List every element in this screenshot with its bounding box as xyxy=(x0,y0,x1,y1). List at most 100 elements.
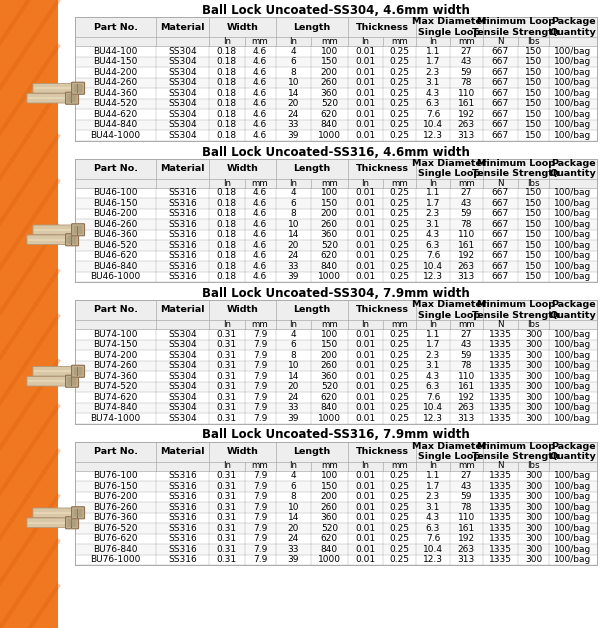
Text: 150: 150 xyxy=(321,482,338,490)
Bar xyxy=(75,188,597,198)
Text: 7.9: 7.9 xyxy=(253,414,267,423)
Text: 0.25: 0.25 xyxy=(390,262,410,271)
FancyBboxPatch shape xyxy=(74,367,83,376)
Text: 667: 667 xyxy=(492,78,509,87)
Text: 667: 667 xyxy=(492,220,509,229)
Text: In: In xyxy=(429,462,437,470)
FancyBboxPatch shape xyxy=(71,82,85,94)
Text: 0.25: 0.25 xyxy=(390,414,410,423)
Text: 39: 39 xyxy=(287,131,299,140)
Text: 4.6: 4.6 xyxy=(253,78,267,87)
Text: 78: 78 xyxy=(460,503,472,512)
Text: BU74-100: BU74-100 xyxy=(94,330,138,338)
Text: 520: 520 xyxy=(321,524,338,533)
Text: 4.6: 4.6 xyxy=(253,68,267,77)
Text: 4.3: 4.3 xyxy=(426,89,440,98)
Bar xyxy=(75,555,597,565)
FancyBboxPatch shape xyxy=(68,519,77,527)
Text: 0.25: 0.25 xyxy=(390,372,410,381)
Text: Ball Lock Uncoated-SS304, 4.6mm width: Ball Lock Uncoated-SS304, 4.6mm width xyxy=(202,4,470,17)
Text: 4: 4 xyxy=(290,188,296,197)
Text: 667: 667 xyxy=(492,262,509,271)
Text: BU44-360: BU44-360 xyxy=(94,89,138,98)
Text: Max Diameter
Single Loop: Max Diameter Single Loop xyxy=(412,442,487,461)
Text: BU46-360: BU46-360 xyxy=(94,230,138,239)
Bar xyxy=(75,492,597,502)
Text: 150: 150 xyxy=(525,262,542,271)
Text: Length: Length xyxy=(293,305,330,315)
Text: 20: 20 xyxy=(287,524,299,533)
Bar xyxy=(75,57,597,67)
Text: 0.25: 0.25 xyxy=(390,555,410,564)
FancyBboxPatch shape xyxy=(65,517,79,529)
Text: 7.6: 7.6 xyxy=(426,251,440,260)
Text: 0.25: 0.25 xyxy=(390,89,410,98)
Text: 27: 27 xyxy=(460,188,472,197)
Text: Minimum Loop
Tensile Strength: Minimum Loop Tensile Strength xyxy=(472,159,560,178)
Text: 313: 313 xyxy=(458,555,475,564)
Text: 0.18: 0.18 xyxy=(217,131,237,140)
Text: 0.25: 0.25 xyxy=(390,330,410,338)
Bar xyxy=(75,119,597,130)
Text: 7.9: 7.9 xyxy=(253,482,267,490)
Text: 0.25: 0.25 xyxy=(390,131,410,140)
Text: 0.25: 0.25 xyxy=(390,471,410,480)
Text: SS304: SS304 xyxy=(169,414,197,423)
Text: 39: 39 xyxy=(287,555,299,564)
Text: 7.9: 7.9 xyxy=(253,330,267,338)
Text: 100/bag: 100/bag xyxy=(554,544,592,554)
Text: Minimum Loop
Tensile Strength: Minimum Loop Tensile Strength xyxy=(472,442,560,461)
Bar xyxy=(0,0,58,628)
Text: 0.25: 0.25 xyxy=(390,544,410,554)
Text: Material: Material xyxy=(160,23,205,31)
Text: 12.3: 12.3 xyxy=(423,414,443,423)
Text: 24: 24 xyxy=(287,251,299,260)
Text: 100/bag: 100/bag xyxy=(554,46,592,56)
Text: 100: 100 xyxy=(321,330,338,338)
Text: N: N xyxy=(497,462,503,470)
Text: Part No.: Part No. xyxy=(94,305,137,315)
Text: 0.25: 0.25 xyxy=(390,46,410,56)
Text: BU76-620: BU76-620 xyxy=(94,534,138,543)
Bar xyxy=(75,37,597,46)
Text: 620: 620 xyxy=(321,110,338,119)
Text: 100/bag: 100/bag xyxy=(554,89,592,98)
Text: 300: 300 xyxy=(525,534,542,543)
Text: BU46-260: BU46-260 xyxy=(94,220,138,229)
FancyBboxPatch shape xyxy=(27,376,77,386)
Text: BU76-100: BU76-100 xyxy=(93,471,138,480)
Text: mm: mm xyxy=(251,462,268,470)
Bar xyxy=(75,158,597,178)
Text: Minimum Loop
Tensile Strength: Minimum Loop Tensile Strength xyxy=(472,300,560,320)
Text: 6.3: 6.3 xyxy=(426,382,440,391)
Text: 1.7: 1.7 xyxy=(426,482,440,490)
Text: 100/bag: 100/bag xyxy=(554,131,592,140)
Text: In: In xyxy=(223,37,231,46)
Text: 161: 161 xyxy=(458,382,475,391)
Text: 4: 4 xyxy=(290,330,296,338)
Text: 100/bag: 100/bag xyxy=(554,403,592,412)
Text: BU46-100: BU46-100 xyxy=(94,188,138,197)
Bar xyxy=(75,88,597,99)
Text: BU76-840: BU76-840 xyxy=(94,544,138,554)
Text: 0.25: 0.25 xyxy=(390,482,410,490)
Text: 1335: 1335 xyxy=(489,482,512,490)
Text: 0.01: 0.01 xyxy=(355,57,376,66)
Text: 100/bag: 100/bag xyxy=(554,120,592,129)
Text: 360: 360 xyxy=(321,230,338,239)
Text: 150: 150 xyxy=(525,198,542,208)
Text: 300: 300 xyxy=(525,503,542,512)
Text: 667: 667 xyxy=(492,89,509,98)
Text: 0.01: 0.01 xyxy=(355,220,376,229)
Text: 1.1: 1.1 xyxy=(426,330,440,338)
Text: lbs: lbs xyxy=(527,37,540,46)
Text: 300: 300 xyxy=(525,414,542,423)
Text: 0.01: 0.01 xyxy=(355,68,376,77)
Text: 27: 27 xyxy=(460,330,472,338)
Text: 43: 43 xyxy=(460,482,472,490)
Text: 1335: 1335 xyxy=(489,414,512,423)
Text: 100/bag: 100/bag xyxy=(554,372,592,381)
Text: 0.25: 0.25 xyxy=(390,503,410,512)
Text: 300: 300 xyxy=(525,403,542,412)
Text: SS316: SS316 xyxy=(168,503,197,512)
